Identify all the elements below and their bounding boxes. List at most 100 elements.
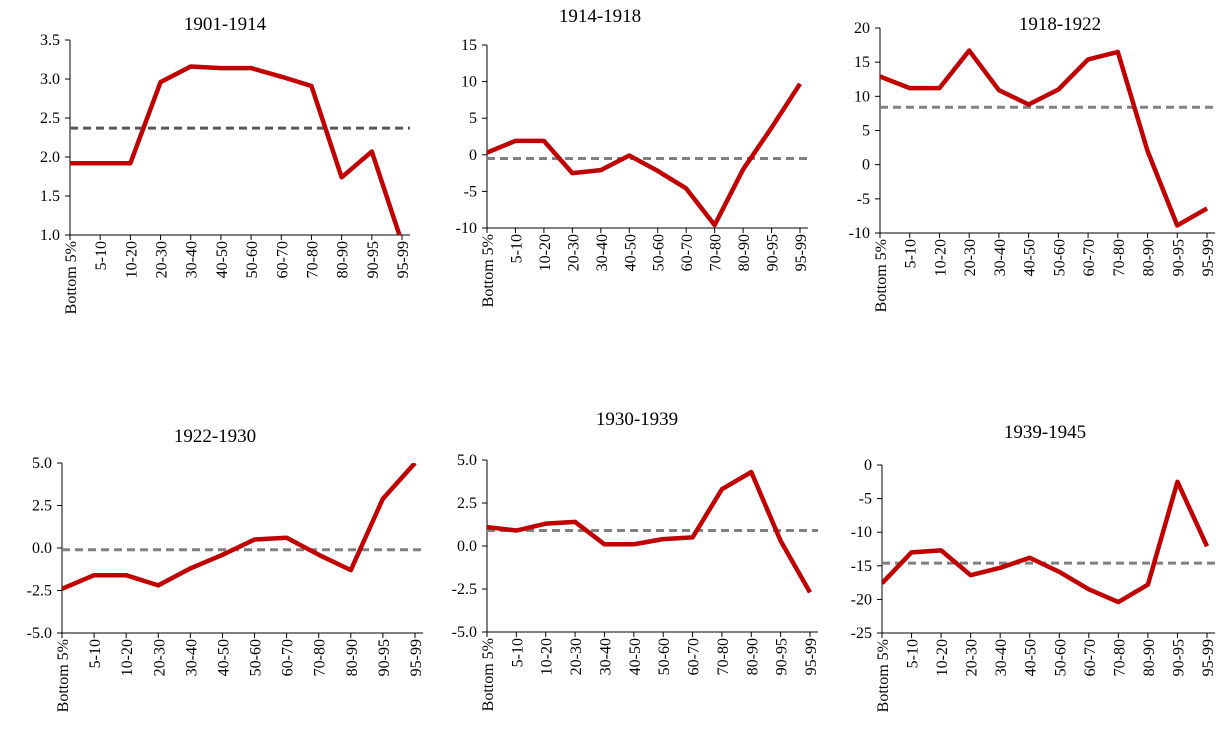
x-tick-label: 60-70 [686, 638, 703, 675]
x-tick-label: 20-30 [962, 239, 979, 276]
y-tick-label: 0 [864, 457, 872, 474]
x-tick-label: 70-80 [708, 234, 725, 271]
panel: 1922-1930 -5.0 -2.5 0.0 2.5 5.0 Bottom 5% 5-10 1… [27, 426, 425, 712]
x-tick-label: 90-95 [765, 234, 782, 271]
x-tick-label: 10-20 [537, 234, 554, 271]
x-tick-label: 40-50 [627, 638, 644, 675]
x-tick-label: 5-10 [903, 239, 920, 268]
y-tick-label: -25 [851, 625, 872, 642]
x-tick-label: Bottom 5% [63, 241, 80, 314]
x-tick-label: 80-90 [344, 639, 361, 676]
chart-title: 1918-1922 [1019, 14, 1101, 35]
x-tick-label: 95-99 [1200, 239, 1216, 276]
panel: 1918-1922 -10 -5 0 5 10 15 20 Bottom 5% 5-10 10-20… [849, 14, 1216, 312]
x-tick-label: 10-20 [123, 241, 140, 278]
x-tick-label: 90-95 [1170, 239, 1187, 276]
y-tick-label: 1.5 [40, 188, 60, 205]
y-tick-label: -10 [849, 225, 870, 242]
y-tick-label: 2.5 [457, 495, 477, 512]
y-tick-label: 20 [854, 20, 870, 37]
x-tick-label: 50-60 [651, 234, 668, 271]
x-tick-label: 20-30 [154, 241, 171, 278]
y-tick-label: -5 [859, 491, 872, 508]
y-tick-label: -20 [851, 591, 872, 608]
x-tick-label: 5-10 [905, 639, 922, 668]
y-tick-label: 5 [862, 123, 870, 140]
x-tick-label: 90-95 [376, 639, 393, 676]
y-tick-label: 0.0 [32, 540, 52, 557]
y-tick-label: -5.0 [27, 625, 52, 642]
x-tick-label: Bottom 5% [480, 638, 497, 711]
y-tick-label: -5.0 [452, 624, 477, 641]
y-tick-label: 2.5 [40, 110, 60, 127]
y-tick-label: 1.0 [40, 227, 60, 244]
chart-title: 1914-1918 [559, 6, 641, 27]
y-tick-label: -2.5 [27, 583, 52, 600]
chart-title: 1922-1930 [174, 426, 256, 447]
y-tick-label: 2.5 [32, 498, 52, 515]
x-tick-label: 40-50 [1023, 639, 1040, 676]
y-tick-label: 15 [461, 37, 477, 54]
x-tick-label: 10-20 [539, 638, 556, 675]
x-tick-label: Bottom 5% [480, 234, 497, 307]
x-tick-label: 40-50 [622, 234, 639, 271]
y-tick-label: 3.0 [40, 71, 60, 88]
x-tick-label: 30-40 [992, 239, 1009, 276]
y-tick-label: 10 [461, 74, 477, 91]
data-line [882, 479, 1209, 605]
x-tick-label: 5-10 [509, 638, 526, 667]
x-tick-label: Bottom 5% [873, 239, 890, 312]
x-tick-label: 90-95 [774, 638, 791, 675]
panel: 1939-1945 -25 -20 -15 -10 -5 0 Bottom 5% 5-10 10-… [851, 422, 1216, 712]
chart-title: 1939-1945 [1004, 422, 1086, 443]
data-line [62, 463, 417, 591]
x-tick-label: 50-60 [1052, 639, 1069, 676]
x-tick-label: 10-20 [932, 239, 949, 276]
y-tick-label: -15 [851, 558, 872, 575]
panel: 1930-1939 -5.0 -2.5 0.0 2.5 5.0 Bottom 5% 5-10 1… [452, 409, 820, 711]
x-tick-label: 30-40 [993, 639, 1010, 676]
x-tick-label: 60-70 [1082, 639, 1099, 676]
x-tick-label: 80-90 [744, 638, 761, 675]
x-tick-label: 95-99 [803, 638, 820, 675]
x-tick-label: 40-50 [215, 639, 232, 676]
y-tick-label: -10 [851, 524, 872, 541]
x-tick-label: 90-95 [1170, 639, 1187, 676]
x-tick-label: 30-40 [597, 638, 614, 675]
y-tick-label: 3.5 [40, 32, 60, 49]
x-tick-label: 40-50 [214, 241, 231, 278]
x-tick-label: 60-70 [1081, 239, 1098, 276]
data-line [487, 469, 812, 594]
x-tick-label: 10-20 [119, 639, 136, 676]
x-tick-label: 70-80 [312, 639, 329, 676]
x-tick-label: 60-70 [274, 241, 291, 278]
x-tick-label: 95-99 [1200, 639, 1216, 676]
x-tick-label: 20-30 [568, 638, 585, 675]
x-tick-label: 95-99 [793, 234, 810, 271]
y-tick-label: 0 [862, 157, 870, 174]
x-tick-label: 70-80 [1111, 239, 1128, 276]
chart-title: 1930-1939 [596, 409, 678, 430]
y-tick-label: 10 [854, 88, 870, 105]
x-tick-label: 80-90 [1141, 239, 1158, 276]
x-tick-label: 30-40 [183, 639, 200, 676]
x-tick-label: 40-50 [1022, 239, 1039, 276]
x-tick-label: 5-10 [93, 241, 110, 270]
x-tick-label: 20-30 [565, 234, 582, 271]
chart-title: 1901-1914 [184, 14, 267, 35]
y-tick-label: 2.0 [40, 149, 60, 166]
x-tick-label: 70-80 [715, 638, 732, 675]
x-tick-label: 50-60 [656, 638, 673, 675]
data-line [70, 64, 402, 235]
x-tick-label: 80-90 [335, 241, 352, 278]
panel: 1901-1914 1.0 1.5 2.0 2.5 3.0 3.5 Bottom 5% 5-10… [40, 14, 412, 314]
x-tick-label: 30-40 [594, 234, 611, 271]
x-tick-label: 70-80 [304, 241, 321, 278]
x-tick-label: 70-80 [1111, 639, 1128, 676]
x-tick-label: 80-90 [736, 234, 753, 271]
data-line [487, 82, 802, 228]
x-tick-label: 30-40 [184, 241, 201, 278]
y-tick-label: -10 [456, 220, 477, 237]
x-tick-label: 60-70 [679, 234, 696, 271]
